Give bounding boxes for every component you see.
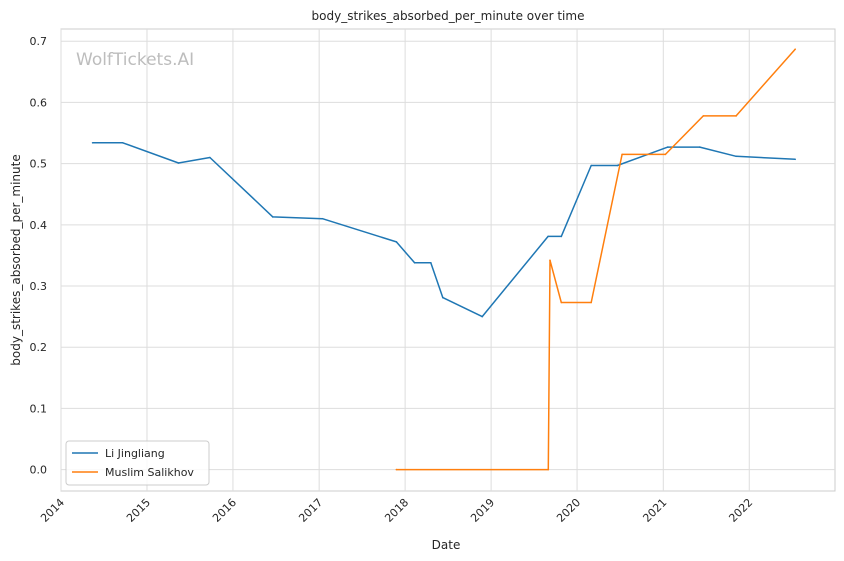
- data-point: [177, 162, 180, 164]
- data-point: [590, 164, 592, 167]
- data-point: [702, 115, 705, 117]
- x-tick-label: 2018: [382, 496, 411, 525]
- data-point: [413, 262, 416, 264]
- data-point: [395, 241, 398, 243]
- data-point: [209, 156, 211, 159]
- data-point: [547, 235, 549, 238]
- grid: [60, 29, 835, 491]
- x-axis-ticks: 2014 2015 2016 2017 2018 2019 2020 2021 2022: [38, 496, 755, 525]
- data-point: [547, 468, 550, 471]
- x-tick-label: 2020: [554, 496, 583, 525]
- x-tick-label: 2022: [726, 496, 755, 525]
- legend: Li Jingliang Muslim Salikhov: [65, 440, 210, 486]
- legend-label-li-jingliang: Li Jingliang: [105, 447, 165, 460]
- x-tick-label: 2019: [468, 496, 497, 525]
- x-axis-title: Date: [432, 538, 461, 552]
- data-point: [794, 158, 796, 161]
- data-point: [481, 315, 484, 318]
- x-tick-label: 2021: [640, 496, 669, 525]
- y-axis-ticks: 0.0 0.1 0.2 0.3 0.4 0.5 0.6 0.7: [30, 35, 48, 476]
- data-point: [272, 216, 274, 218]
- y-tick-label: 0.5: [30, 158, 48, 171]
- x-tick-label: 2015: [124, 496, 153, 525]
- series-line-muslim-salikhov: [396, 48, 796, 471]
- data-point: [667, 146, 669, 148]
- data-point: [91, 142, 94, 144]
- y-tick-label: 0.0: [30, 464, 48, 477]
- x-tick-label: 2017: [296, 496, 325, 525]
- series-lines: [91, 48, 796, 471]
- y-tick-label: 0.1: [30, 402, 48, 415]
- y-tick-label: 0.7: [30, 35, 48, 48]
- y-tick-label: 0.4: [30, 219, 48, 232]
- data-point: [735, 115, 737, 117]
- x-tick-label: 2016: [210, 496, 239, 525]
- data-point: [442, 296, 444, 299]
- y-axis-title: body_strikes_absorbed_per_minute: [9, 154, 23, 365]
- legend-box: [65, 440, 210, 486]
- data-point: [616, 164, 619, 167]
- watermark: WolfTickets.AI: [76, 50, 194, 70]
- y-tick-label: 0.6: [30, 96, 48, 109]
- data-point: [560, 235, 563, 238]
- data-point: [590, 301, 592, 304]
- data-point: [621, 153, 623, 156]
- data-point: [735, 155, 737, 158]
- legend-label-muslim-salikhov: Muslim Salikhov: [105, 466, 194, 479]
- data-point: [121, 142, 124, 144]
- y-tick-label: 0.3: [30, 280, 48, 293]
- plot-area: [60, 28, 836, 492]
- data-point: [664, 153, 667, 156]
- data-point: [395, 468, 398, 471]
- data-point: [430, 262, 432, 264]
- x-tick-label: 2014: [38, 496, 67, 525]
- data-point: [549, 259, 551, 262]
- data-point: [321, 217, 324, 220]
- chart-title: body_strikes_absorbed_per_minute over ti…: [312, 9, 585, 23]
- data-point: [560, 301, 563, 304]
- data-point: [699, 146, 701, 148]
- y-tick-label: 0.2: [30, 341, 48, 354]
- data-point: [794, 48, 796, 50]
